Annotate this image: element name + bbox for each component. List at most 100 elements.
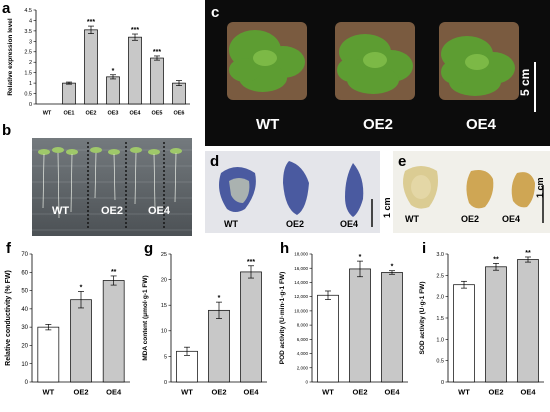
y-tick-label: 2,000 — [297, 365, 309, 370]
y-tick-label: 10,000 — [294, 308, 308, 313]
y-tick-label: 3.5 — [24, 29, 32, 35]
x-tick-label: OE5 — [151, 111, 162, 117]
x-tick-label: OE1 — [63, 111, 74, 117]
y-tick-label: 3 — [29, 39, 32, 45]
y-axis-label: Relative expression level — [7, 18, 14, 96]
significance-marker: * — [80, 284, 83, 291]
y-tick-label: 12,000 — [294, 294, 308, 299]
seedling-photo — [32, 138, 192, 236]
y-tick-label: 0 — [305, 380, 308, 385]
bar — [102, 280, 125, 383]
panel-label-f: f — [6, 240, 11, 257]
y-tick-label: 15 — [161, 303, 167, 309]
bar — [176, 350, 198, 383]
panel-label-c: c — [211, 4, 220, 21]
y-tick-label: 14,000 — [294, 280, 308, 285]
y-tick-label: 5 — [164, 354, 167, 360]
x-tick-label: WT — [43, 111, 52, 117]
y-tick-label: 1.0 — [436, 337, 444, 343]
significance-marker: * — [112, 68, 115, 75]
bar — [172, 82, 186, 105]
panel-label-h: h — [280, 240, 290, 257]
photo-d-label-wt: WT — [224, 219, 238, 229]
x-tick-label: OE2 — [211, 388, 226, 397]
photo-b-label-oe2: OE2 — [101, 205, 124, 217]
x-tick-label: OE4 — [106, 388, 122, 397]
x-tick-label: WT — [322, 388, 334, 397]
y-tick-label: 3.0 — [436, 252, 444, 258]
y-axis-label: SOD activity (U·g-1 FW) — [419, 282, 426, 355]
significance-marker: ** — [111, 269, 117, 276]
y-tick-label: 8,000 — [297, 323, 309, 328]
significance-marker: * — [359, 254, 362, 261]
bar — [485, 266, 507, 383]
x-tick-label: OE2 — [488, 388, 503, 397]
photo-e-label-wt: WT — [405, 214, 419, 224]
y-axis-label: MDA content (μmol·g-1 FW) — [142, 275, 149, 360]
panel-label-i: i — [422, 240, 427, 257]
chart-i: 0 0.5 1.0 1.5 2.0 2.5 3.0 SOD activity (U·g-1 F… — [419, 250, 544, 397]
x-tick-label: OE4 — [520, 388, 536, 397]
chart-f: 0 10 20 30 40 50 60 70 Relative conductivity (% … — [5, 252, 130, 397]
photo-c-label-wt: WT — [256, 116, 280, 133]
significance-marker: * — [218, 295, 221, 302]
bar — [517, 259, 539, 383]
y-tick-label: 50 — [21, 289, 28, 295]
significance-marker: *** — [131, 27, 139, 34]
panel-label-e: e — [398, 153, 407, 170]
y-axis-label: POD activity (U·min-1·g-1 FW) — [279, 272, 286, 364]
x-tick-label: WT — [458, 388, 470, 397]
bar — [381, 272, 403, 383]
y-tick-label: 0 — [29, 102, 32, 108]
y-tick-label: 30 — [21, 325, 28, 331]
y-tick-label: 0 — [441, 380, 444, 386]
x-tick-label: WT — [181, 388, 193, 397]
photo-c-scale-label: 5 cm — [518, 68, 532, 96]
y-tick-label: 10 — [21, 362, 28, 368]
y-tick-label: 1 — [29, 81, 32, 87]
x-tick-label: OE4 — [129, 111, 141, 117]
y-axis-label: Relative conductivity (% FW) — [5, 270, 12, 366]
photo-d-label-oe2: OE2 — [286, 219, 305, 229]
rosette-photo-art — [227, 22, 536, 112]
y-tick-label: 10 — [161, 329, 167, 335]
photo-d-label-oe4: OE4 — [340, 219, 359, 229]
photo-b-label-oe4: OE4 — [148, 205, 171, 217]
significance-marker: *** — [87, 19, 95, 26]
y-tick-label: 0.5 — [24, 91, 32, 97]
x-tick-label: WT — [42, 388, 54, 397]
bar — [240, 271, 262, 383]
panel-label-d: d — [210, 153, 220, 170]
y-tick-label: 20 — [161, 278, 167, 284]
y-tick-label: 60 — [21, 270, 28, 276]
photo-e-label-oe2: OE2 — [461, 214, 480, 224]
y-tick-label: 1.5 — [24, 71, 32, 77]
y-tick-label: 4 — [29, 18, 32, 24]
bar — [128, 36, 142, 105]
bar — [317, 294, 339, 383]
panel-label-a: a — [2, 0, 11, 17]
y-tick-label: 2.5 — [436, 273, 444, 279]
x-tick-label: OE2 — [85, 111, 96, 117]
y-tick-label: 2.5 — [24, 50, 32, 56]
bar — [349, 268, 371, 383]
y-tick-label: 2 — [29, 60, 32, 66]
chart-g: 0 5 10 15 20 25 MDA content (μmol·g-1 FW) WT * OE… — [142, 252, 267, 397]
rosette-photo — [205, 0, 550, 146]
y-tick-label: 0 — [25, 380, 29, 386]
bar — [84, 29, 98, 105]
significance-marker: ** — [525, 250, 531, 257]
photo-b-label-wt: WT — [52, 205, 70, 217]
bar — [453, 284, 475, 383]
y-tick-label: 1.5 — [436, 316, 444, 322]
chart-h: 0 2,000 4,000 6,000 8,000 10,000 12,000 14,000 1… — [279, 252, 408, 397]
x-tick-label: OE2 — [73, 388, 88, 397]
y-tick-label: 0 — [164, 380, 167, 386]
photo-d-scale-label: 1 cm — [382, 197, 392, 218]
chart-a: 0 0.5 1 1.5 2 2.5 3 3.5 4 4.5 Relative expression … — [7, 8, 190, 117]
photo-c-label-oe2: OE2 — [363, 116, 394, 133]
bar — [106, 76, 120, 105]
x-tick-label: OE4 — [243, 388, 259, 397]
x-tick-label: OE2 — [352, 388, 367, 397]
photo-c-label-oe4: OE4 — [466, 116, 497, 133]
